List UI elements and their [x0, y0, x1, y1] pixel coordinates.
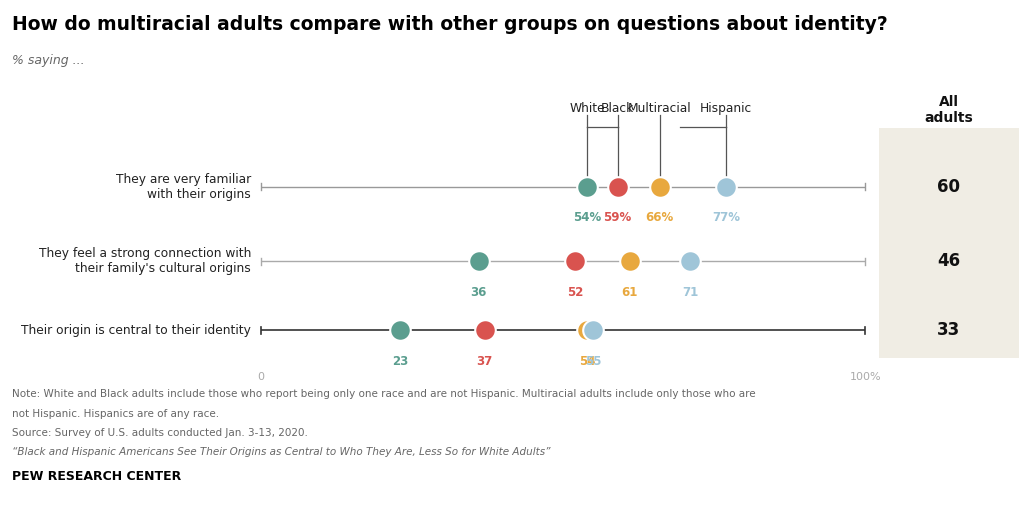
- Text: % saying ...: % saying ...: [12, 54, 85, 67]
- Text: Their origin is central to their identity: Their origin is central to their identit…: [22, 324, 251, 337]
- Point: [580, 326, 596, 334]
- Text: 52: 52: [567, 286, 584, 298]
- Text: PEW RESEARCH CENTER: PEW RESEARCH CENTER: [12, 470, 181, 482]
- Text: 66%: 66%: [646, 211, 674, 224]
- Point: [586, 326, 602, 334]
- Text: They are very familiar
with their origins: They are very familiar with their origin…: [116, 173, 251, 201]
- Text: not Hispanic. Hispanics are of any race.: not Hispanic. Hispanics are of any race.: [12, 409, 219, 419]
- Text: 23: 23: [392, 355, 409, 368]
- Text: 60: 60: [937, 178, 961, 196]
- Text: Hispanic: Hispanic: [700, 102, 753, 115]
- Text: Multiracial: Multiracial: [628, 102, 691, 115]
- Text: 71: 71: [682, 286, 698, 298]
- Text: 37: 37: [476, 355, 493, 368]
- Text: 36: 36: [470, 286, 486, 298]
- Text: 55: 55: [585, 355, 602, 368]
- Text: 33: 33: [937, 321, 961, 339]
- Text: How do multiracial adults compare with other groups on questions about identity?: How do multiracial adults compare with o…: [12, 15, 888, 34]
- Text: 77%: 77%: [713, 211, 740, 224]
- Text: They feel a strong connection with
their family's cultural origins: They feel a strong connection with their…: [39, 247, 251, 275]
- Text: 46: 46: [937, 252, 961, 270]
- Point: [682, 257, 698, 265]
- Text: “Black and Hispanic Americans See Their Origins as Central to Who They Are, Less: “Black and Hispanic Americans See Their …: [12, 447, 551, 458]
- Point: [476, 326, 493, 334]
- Point: [651, 183, 668, 191]
- Point: [609, 183, 626, 191]
- Text: 54%: 54%: [573, 211, 601, 224]
- Text: All
adults: All adults: [925, 95, 973, 125]
- Point: [470, 257, 486, 265]
- Text: 100%: 100%: [850, 372, 881, 382]
- Text: 59%: 59%: [603, 211, 632, 224]
- Point: [622, 257, 638, 265]
- Text: 0: 0: [258, 372, 264, 382]
- Point: [392, 326, 409, 334]
- Point: [567, 257, 584, 265]
- Text: Note: White and Black adults include those who report being only one race and ar: Note: White and Black adults include tho…: [12, 389, 756, 399]
- Text: White: White: [569, 102, 605, 115]
- Text: Source: Survey of U.S. adults conducted Jan. 3-13, 2020.: Source: Survey of U.S. adults conducted …: [12, 428, 308, 438]
- Text: Black: Black: [601, 102, 634, 115]
- Text: 54: 54: [580, 355, 596, 368]
- Text: 61: 61: [622, 286, 638, 298]
- Point: [718, 183, 734, 191]
- Point: [580, 183, 596, 191]
